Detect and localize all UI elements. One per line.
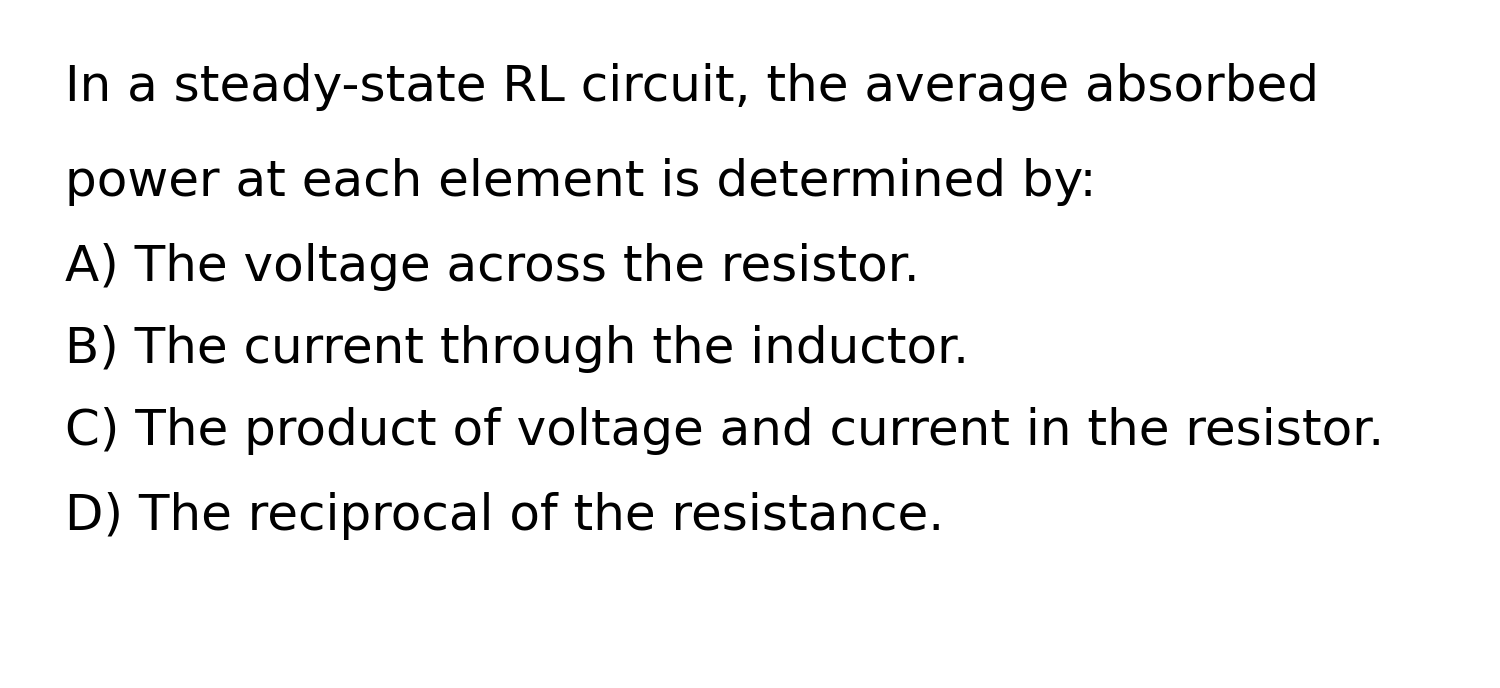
Text: power at each element is determined by:: power at each element is determined by: bbox=[64, 158, 1096, 206]
Text: C) The product of voltage and current in the resistor.: C) The product of voltage and current in… bbox=[64, 407, 1384, 455]
Text: In a steady-state RL circuit, the average absorbed: In a steady-state RL circuit, the averag… bbox=[64, 63, 1318, 111]
Text: D) The reciprocal of the resistance.: D) The reciprocal of the resistance. bbox=[64, 492, 944, 540]
Text: A) The voltage across the resistor.: A) The voltage across the resistor. bbox=[64, 243, 919, 291]
Text: B) The current through the inductor.: B) The current through the inductor. bbox=[64, 325, 969, 373]
